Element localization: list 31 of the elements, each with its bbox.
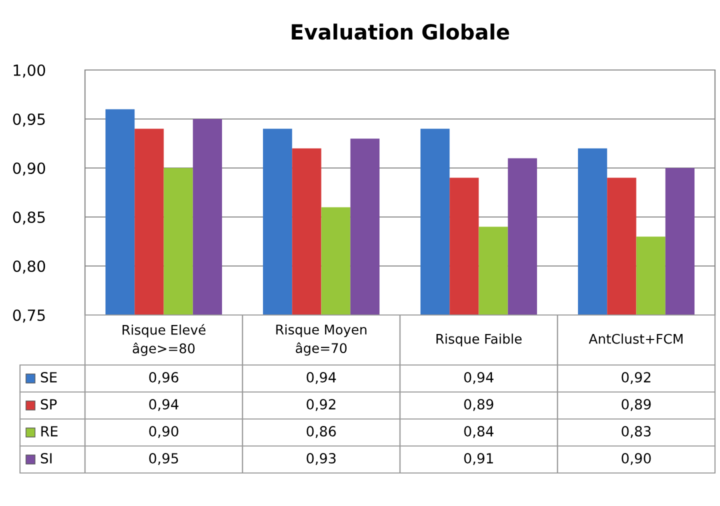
x-tick-label: Risque Faible <box>436 334 522 346</box>
y-tick-label: 0,90 <box>13 162 46 176</box>
x-tick-label: Risque Elevé âge>=80 <box>122 324 206 356</box>
data-label: 0,94 <box>464 372 494 384</box>
data-label: 0,84 <box>464 426 494 438</box>
x-tick-label: AntClust+FCM <box>588 334 683 344</box>
data-label: 0,83 <box>622 426 651 438</box>
y-tick-label: 0,85 <box>13 211 45 225</box>
data-label: 0,90 <box>149 426 178 438</box>
data-label: 0,94 <box>306 372 336 384</box>
y-tick-label: 0,95 <box>13 113 45 127</box>
data-label: 0,96 <box>149 372 178 384</box>
legend-label: SI <box>40 453 52 464</box>
data-label: 0,94 <box>149 399 178 411</box>
data-label: 0,86 <box>306 426 336 438</box>
x-tick-label: Risque Moyen âge=70 <box>276 324 366 356</box>
data-label: 0,89 <box>622 399 651 411</box>
legend-label: SP <box>40 399 57 410</box>
data-label: 0,89 <box>464 399 494 411</box>
y-tick-label: 0,80 <box>13 260 46 274</box>
data-label: 0,93 <box>306 453 336 465</box>
data-label: 0,92 <box>622 372 650 384</box>
data-label: 0,92 <box>306 399 336 411</box>
legend-label: SE <box>40 372 57 383</box>
data-label: 0,91 <box>464 453 493 465</box>
legend-label: RE <box>41 426 58 436</box>
y-tick-label: 0,75 <box>13 309 45 323</box>
chart-title: Evaluation Globale <box>292 24 510 40</box>
y-tick-label: 1,00 <box>14 64 46 78</box>
data-label: 0,95 <box>149 453 178 465</box>
data-label: 0,90 <box>622 453 651 465</box>
